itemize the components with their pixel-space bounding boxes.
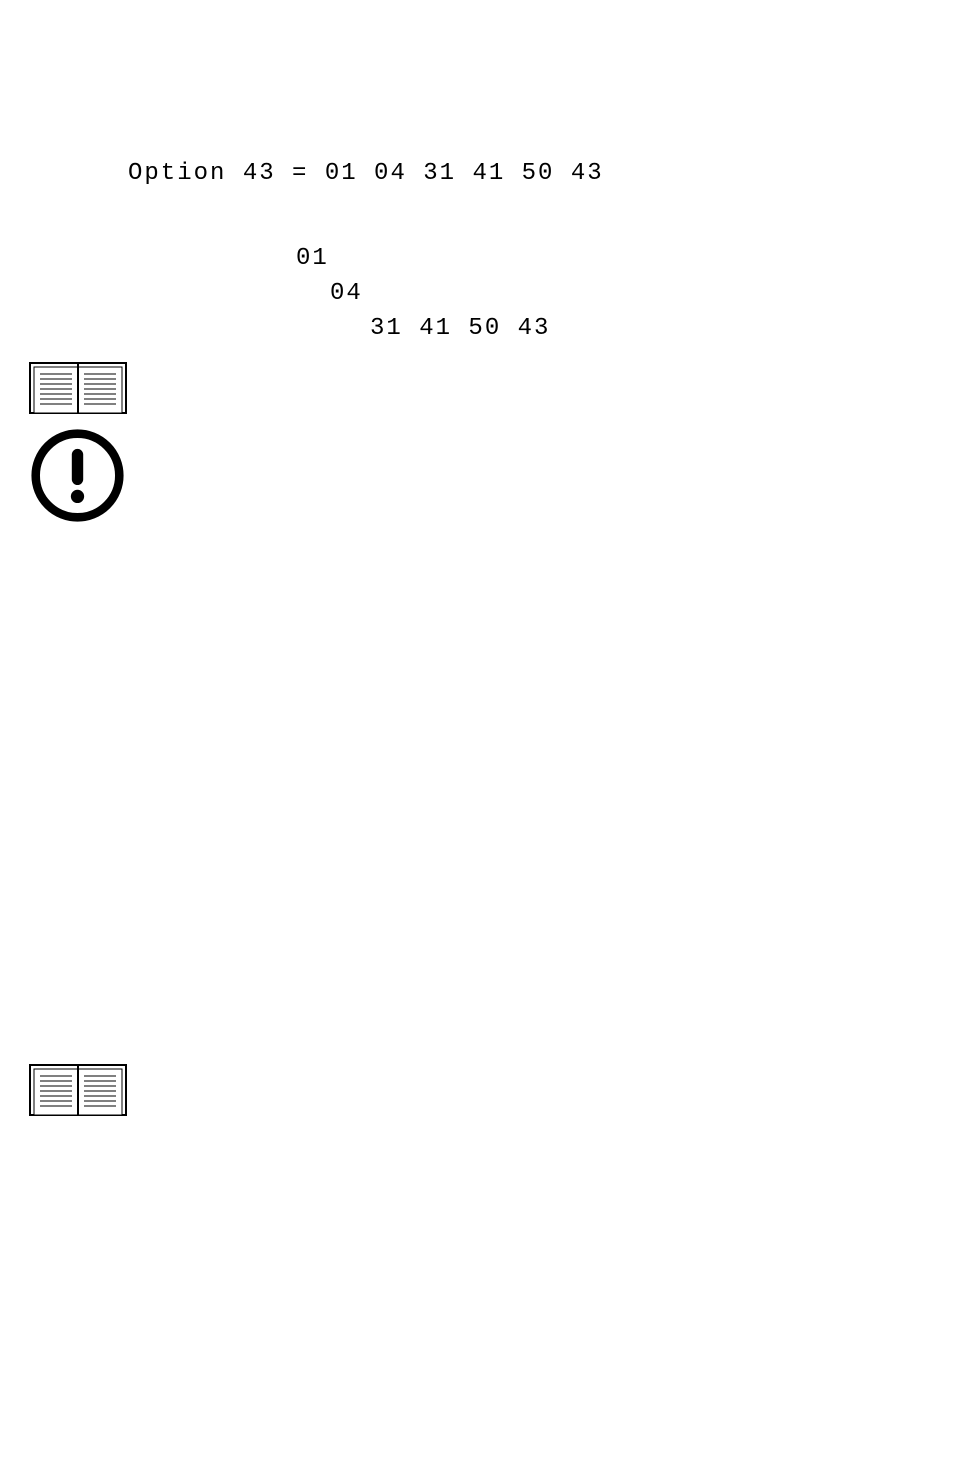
code-byte-01: 01 — [296, 245, 329, 272]
code-bytes-remainder: 31 41 50 43 — [370, 315, 550, 342]
code-byte-04: 04 — [330, 280, 363, 307]
code-option-line: Option 43 = 01 04 31 41 50 43 — [128, 160, 604, 187]
book-icon — [28, 1060, 128, 1120]
book-icon — [28, 358, 128, 418]
exclamation-circle-icon — [30, 428, 125, 523]
